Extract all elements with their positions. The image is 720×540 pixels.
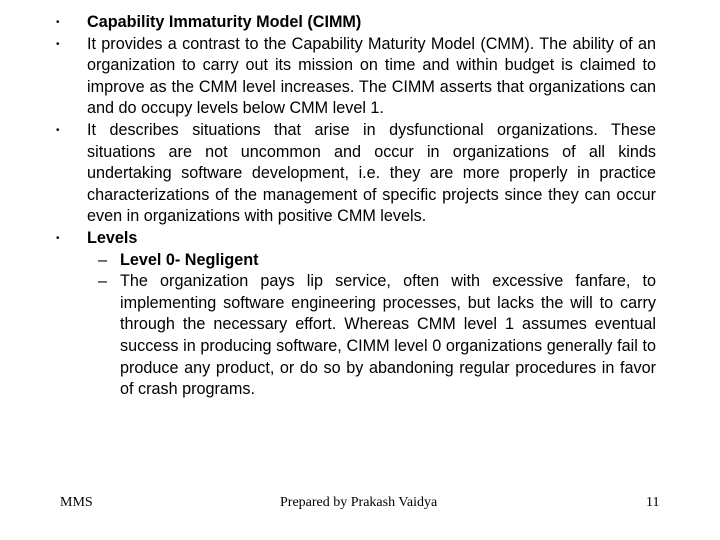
dash-icon: – [98, 250, 108, 269]
bullet-text: Capability Immaturity Model (CIMM) [87, 13, 362, 31]
bullet-icon: • [56, 17, 60, 28]
bullet-text: It describes situations that arise in dy… [87, 120, 656, 226]
sub-item-text: Level 0- Negligent [120, 250, 259, 269]
bullet-icon: • [56, 124, 60, 136]
bullet-item-contrast: • It provides a contrast to the Capabili… [56, 34, 656, 120]
bullet-text: Levels [87, 228, 138, 247]
bullet-icon: • [56, 232, 60, 244]
slide-body: • Capability Immaturity Model (CIMM) • I… [56, 12, 656, 401]
sub-item-description: – The organization pays lip service, oft… [56, 271, 656, 401]
page-number: 11 [646, 495, 660, 510]
bullet-item-title: • Capability Immaturity Model (CIMM) [56, 12, 656, 34]
dash-icon: – [98, 272, 108, 291]
sub-item-text: The organization pays lip service, often… [120, 272, 656, 399]
bullet-item-situations: • It describes situations that arise in … [56, 120, 656, 228]
bullet-item-levels: • Levels [56, 228, 656, 250]
sub-item-level-0: – Level 0- Negligent [56, 250, 656, 272]
bullet-icon: • [56, 38, 60, 50]
bullet-text: It provides a contrast to the Capability… [87, 34, 656, 118]
footer-author: Prepared by Prakash Vaidya [280, 495, 438, 510]
footer-left-label: MMS [60, 495, 93, 510]
